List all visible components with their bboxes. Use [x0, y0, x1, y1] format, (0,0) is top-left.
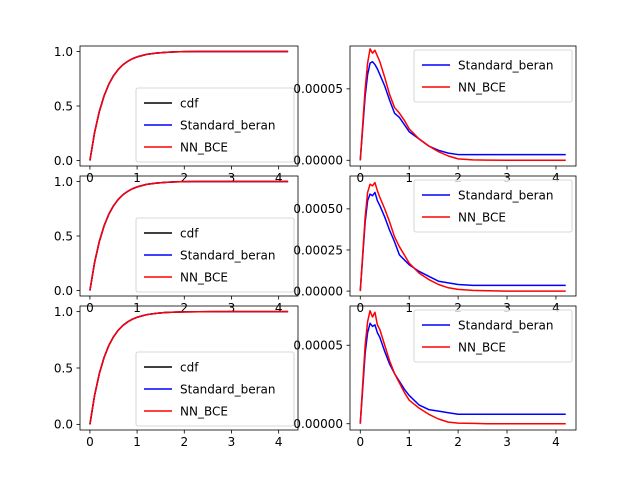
legend-label-Standard_beran: Standard_beran — [458, 319, 553, 333]
subplot-row-3-left: 0 1 2 3 4 0.0 0.5 1.0 cdf Standard_beran NN_BCE — [54, 305, 299, 449]
axes-frame — [349, 175, 577, 297]
legend: Standard_beran NN_BCE — [413, 309, 573, 363]
x-tick-label: 3 — [503, 171, 511, 185]
x-tick-label: 2 — [454, 301, 462, 315]
x-tick-label: 1 — [405, 435, 413, 449]
legend-label-NN_BCE: NN_BCE — [458, 211, 506, 225]
y-tick-label: 0.00050 — [293, 202, 343, 216]
series-line-NN_BCE — [359, 309, 566, 425]
x-tick-label: 4 — [275, 301, 283, 315]
legend-label-cdf: cdf — [180, 227, 199, 241]
y-tick-label: 0.00000 — [293, 284, 343, 298]
x-tick-label: 4 — [552, 171, 560, 185]
legend-label-Standard_beran: Standard_beran — [458, 59, 553, 73]
legend: cdf Standard_beran NN_BCE — [135, 351, 295, 427]
subplot-row-2-left: 0 1 2 3 4 0.0 0.5 1.0 cdf Standard_beran NN_BCE — [54, 175, 299, 315]
series-line-Standard_beran — [359, 60, 566, 161]
axes-frame — [349, 305, 577, 431]
legend-label-cdf: cdf — [180, 97, 199, 111]
subplot-row-1-left: 0 1 2 3 4 0.0 0.5 1.0 cdf Standard_beran NN_BCE — [54, 45, 299, 185]
y-tick-label: 1.0 — [54, 175, 73, 189]
x-tick-label: 4 — [552, 301, 560, 315]
legend-label-Standard_beran: Standard_beran — [180, 383, 275, 397]
legend-label-NN_BCE: NN_BCE — [458, 341, 506, 355]
y-tick-label: 0.0 — [54, 284, 73, 298]
legend-label-NN_BCE: NN_BCE — [180, 405, 228, 419]
x-tick-label: 2 — [454, 435, 462, 449]
y-tick-label: 0.0 — [54, 418, 73, 432]
x-tick-label: 0 — [356, 301, 364, 315]
series-group — [89, 310, 289, 425]
y-tick-label: 0.00000 — [293, 417, 343, 431]
x-tick-label: 4 — [275, 171, 283, 185]
series-line-NN_BCE — [359, 48, 566, 162]
x-tick-label: 0 — [356, 435, 364, 449]
y-tick-label: 1.0 — [54, 305, 73, 319]
subplot-row-2-right: 0 1 2 3 4 0.00000 0.00025 0.00050 Standard_beran… — [293, 175, 577, 315]
y-tick-label: 0.00005 — [293, 339, 343, 353]
legend-label-Standard_beran: Standard_beran — [458, 189, 553, 203]
x-tick-label: 0 — [86, 171, 94, 185]
series-line-Standard_beran — [359, 191, 566, 292]
y-tick-label: 1.0 — [54, 45, 73, 59]
legend-box — [135, 217, 295, 293]
x-tick-label: 3 — [503, 301, 511, 315]
legend-label-Standard_beran: Standard_beran — [180, 249, 275, 263]
legend-box — [413, 309, 573, 363]
legend-label-NN_BCE: NN_BCE — [180, 271, 228, 285]
series-group — [89, 50, 289, 161]
series-group — [359, 309, 566, 425]
legend: cdf Standard_beran NN_BCE — [135, 87, 295, 163]
y-tick-label: 0.5 — [54, 361, 73, 375]
series-group — [359, 48, 566, 162]
y-tick-label: 0.00000 — [293, 154, 343, 168]
subplot-row-1-right: 0 1 2 3 4 0.00000 0.00005 Standard_beran NN_BCE — [293, 45, 577, 185]
series-line-Standard_beran — [359, 322, 566, 424]
x-tick-label: 1 — [133, 435, 141, 449]
x-tick-label: 3 — [228, 171, 236, 185]
legend: cdf Standard_beran NN_BCE — [135, 217, 295, 293]
series-group — [359, 181, 566, 292]
series-line-NN_BCE — [89, 180, 289, 291]
y-tick-label: 0.5 — [54, 99, 73, 113]
subplot-grid: 0 1 2 3 4 0.0 0.5 1.0 cdf Standard_beran NN_BCE 0 1 2… — [54, 45, 577, 449]
x-tick-label: 3 — [228, 301, 236, 315]
x-tick-label: 3 — [503, 435, 511, 449]
x-tick-label: 4 — [552, 435, 560, 449]
x-tick-label: 3 — [228, 435, 236, 449]
x-tick-label: 2 — [180, 435, 188, 449]
x-tick-label: 0 — [356, 171, 364, 185]
series-line-NN_BCE — [89, 50, 289, 161]
legend-label-Standard_beran: Standard_beran — [180, 119, 275, 133]
x-tick-label: 0 — [86, 301, 94, 315]
axes-frame — [349, 45, 577, 167]
legend: Standard_beran NN_BCE — [413, 49, 573, 103]
x-tick-label: 4 — [275, 435, 283, 449]
x-tick-label: 1 — [133, 301, 141, 315]
legend-box — [413, 179, 573, 233]
y-tick-label: 0.00025 — [293, 243, 343, 257]
x-tick-label: 2 — [180, 171, 188, 185]
x-tick-label: 0 — [86, 435, 94, 449]
y-tick-label: 0.5 — [54, 229, 73, 243]
legend-label-NN_BCE: NN_BCE — [458, 81, 506, 95]
legend-box — [413, 49, 573, 103]
series-group — [89, 180, 289, 291]
x-tick-label: 2 — [180, 301, 188, 315]
y-tick-label: 0.0 — [54, 154, 73, 168]
legend-box — [135, 351, 295, 427]
x-tick-label: 1 — [405, 301, 413, 315]
series-line-NN_BCE — [89, 310, 289, 425]
legend-box — [135, 87, 295, 163]
y-tick-label: 0.00005 — [293, 82, 343, 96]
legend-label-NN_BCE: NN_BCE — [180, 141, 228, 155]
x-tick-label: 1 — [133, 171, 141, 185]
legend-label-cdf: cdf — [180, 361, 199, 375]
x-tick-label: 1 — [405, 171, 413, 185]
legend: Standard_beran NN_BCE — [413, 179, 573, 233]
subplot-row-3-right: 0 1 2 3 4 0.00000 0.00005 Standard_beran NN_BCE — [293, 305, 577, 449]
x-tick-label: 2 — [454, 171, 462, 185]
series-line-NN_BCE — [359, 181, 566, 292]
